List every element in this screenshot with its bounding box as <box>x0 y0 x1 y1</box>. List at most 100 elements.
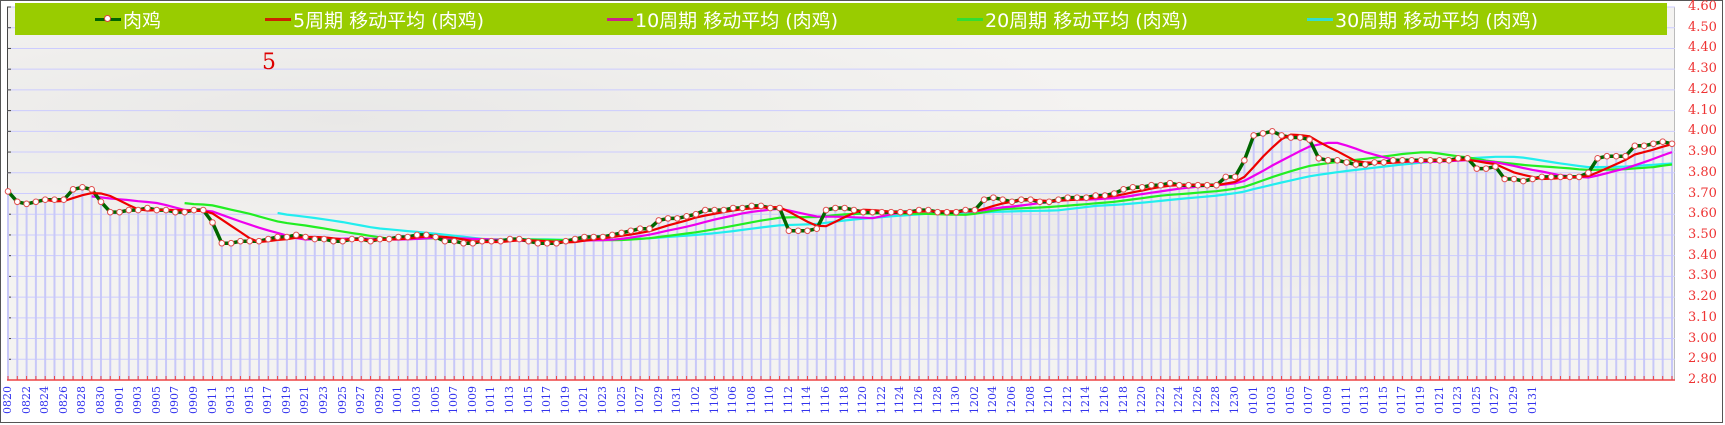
x-tick-label: 1003 <box>410 386 424 414</box>
x-tick-label: 1110 <box>763 386 777 414</box>
x-tick-label: 0105 <box>1283 386 1297 414</box>
x-tick-label: 0826 <box>56 386 70 414</box>
data-point-marker <box>1371 159 1378 166</box>
data-point-marker <box>785 227 793 235</box>
x-tick-label: 0129 <box>1506 386 1520 414</box>
data-point-marker <box>497 237 504 245</box>
y-tick-label: 3.30 <box>1688 268 1717 284</box>
x-tick-label: 1013 <box>502 386 516 414</box>
legend-label: 5周期 移动平均 (肉鸡) <box>293 9 484 32</box>
data-point-marker <box>125 206 133 214</box>
data-point-marker <box>655 217 663 224</box>
data-point-marker <box>1073 194 1081 201</box>
data-point-marker <box>51 196 58 204</box>
x-tick-label: 0907 <box>168 386 182 414</box>
data-point-marker <box>1659 138 1667 145</box>
data-point-marker <box>1036 198 1044 206</box>
x-tick-label: 0921 <box>298 386 312 414</box>
x-tick-label: 1005 <box>428 386 442 414</box>
x-tick-label: 0915 <box>242 386 256 414</box>
data-point-marker <box>534 239 542 247</box>
data-point-marker <box>1538 173 1546 181</box>
data-point-marker <box>1650 140 1657 148</box>
x-tick-label: 0109 <box>1321 386 1335 414</box>
data-point-marker <box>320 235 328 243</box>
data-point-marker <box>1250 132 1257 139</box>
data-point-marker <box>711 206 718 214</box>
data-point-marker <box>1259 130 1267 137</box>
data-point-marker <box>264 235 272 243</box>
legend-item-ma30[interactable]: 30周期 移动平均 (肉鸡) <box>1307 3 1538 35</box>
x-tick-label: 0830 <box>93 386 107 414</box>
data-point-marker <box>1083 194 1090 201</box>
data-point-marker <box>478 237 486 245</box>
x-tick-label: 1001 <box>391 386 405 414</box>
data-point-marker <box>330 237 337 245</box>
x-tick-label: 1116 <box>819 386 833 414</box>
data-point-marker <box>1101 192 1109 199</box>
data-point-marker <box>106 208 114 216</box>
data-point-marker <box>488 237 495 245</box>
data-point-marker <box>376 235 384 243</box>
data-point-marker <box>1185 181 1192 189</box>
y-tick-label: 3.50 <box>1688 226 1717 242</box>
x-tick-label: 1220 <box>1135 386 1149 414</box>
legend: 肉鸡 5周期 移动平均 (肉鸡) 10周期 移动平均 (肉鸡) 20周期 移动平… <box>15 3 1667 35</box>
data-point-marker <box>1268 128 1276 135</box>
data-point-marker <box>209 219 216 226</box>
legend-item-ma10[interactable]: 10周期 移动平均 (肉鸡) <box>607 3 838 35</box>
data-point-marker <box>41 196 49 204</box>
x-tick-label: 1106 <box>726 386 740 414</box>
x-tick-label: 0905 <box>149 386 163 414</box>
data-point-marker <box>1278 132 1285 139</box>
legend-item-ma5[interactable]: 5周期 移动平均 (肉鸡) <box>265 3 484 35</box>
data-point-marker <box>813 225 821 233</box>
data-point-marker <box>869 208 876 216</box>
x-tick-label: 1021 <box>577 386 591 414</box>
legend-line-marker-icon <box>95 14 121 22</box>
ma5-line <box>45 133 1673 244</box>
data-point-marker <box>990 194 997 201</box>
legend-line-icon <box>957 17 983 21</box>
data-point-marker <box>469 239 477 247</box>
data-point-marker <box>859 208 867 216</box>
data-point-marker <box>450 237 458 245</box>
data-point-marker <box>1454 154 1462 162</box>
data-point-marker <box>766 204 774 212</box>
data-point-marker <box>1027 196 1034 204</box>
data-point-marker <box>608 231 616 239</box>
y-tick-label: 3.70 <box>1688 185 1717 201</box>
data-point-marker <box>999 196 1006 204</box>
data-point-marker <box>1547 173 1555 181</box>
y-tick-label: 4.30 <box>1688 61 1717 77</box>
x-tick-label: 1226 <box>1190 386 1204 414</box>
data-point-marker <box>1492 163 1499 170</box>
data-point-marker <box>1213 181 1220 189</box>
x-tick-label: 0923 <box>317 386 331 414</box>
data-point-marker <box>683 212 690 220</box>
legend-label: 20周期 移动平均 (肉鸡) <box>985 9 1189 32</box>
data-point-marker <box>1166 179 1174 187</box>
legend-item-ma20[interactable]: 20周期 移动平均 (肉鸡) <box>957 3 1188 35</box>
data-point-marker <box>13 198 21 206</box>
data-point-marker <box>1445 157 1453 164</box>
data-point-marker <box>1064 194 1072 201</box>
data-point-marker <box>720 206 728 214</box>
data-point-marker <box>1296 134 1304 141</box>
x-tick-label: 1114 <box>800 386 814 414</box>
x-tick-label: 1214 <box>1079 386 1093 414</box>
data-point-marker <box>423 231 430 239</box>
x-tick-label: 1204 <box>986 386 1000 414</box>
legend-item-broiler[interactable]: 肉鸡 <box>95 3 161 35</box>
data-point-marker <box>153 206 161 214</box>
x-tick-label: 1015 <box>521 386 535 414</box>
x-tick-label: 0828 <box>75 386 89 414</box>
x-tick-label: 0901 <box>112 386 126 414</box>
x-tick-label: 0919 <box>279 386 293 414</box>
x-tick-label: 1112 <box>781 386 795 414</box>
x-tick-label: 0820 <box>1 386 14 414</box>
data-point-marker <box>1436 157 1443 164</box>
x-tick-label: 0111 <box>1339 386 1353 414</box>
data-point-marker <box>980 196 988 204</box>
x-tick-label: 1216 <box>1097 386 1111 414</box>
